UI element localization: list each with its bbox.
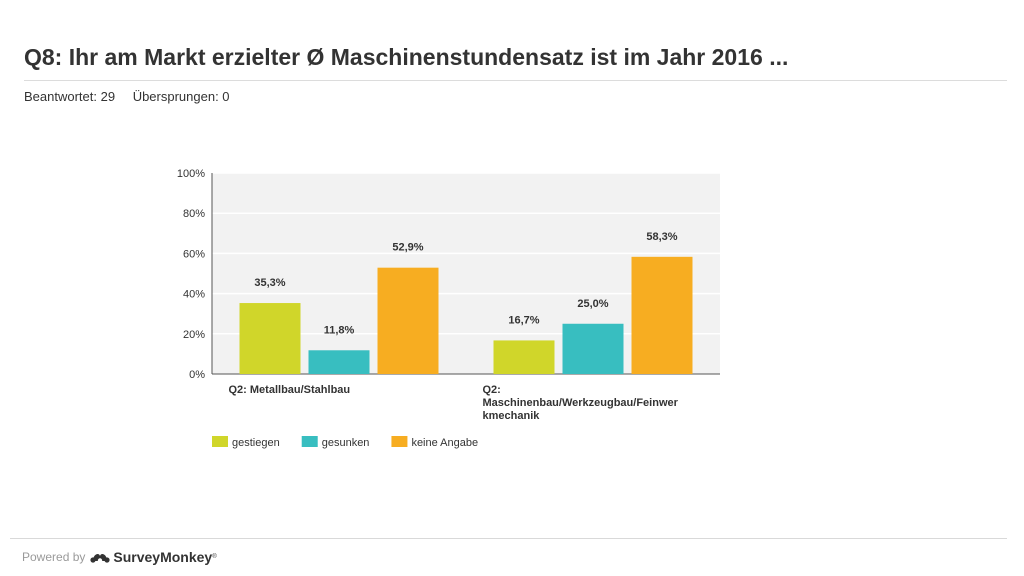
bar: [493, 340, 555, 374]
y-tick-label: 80%: [183, 208, 205, 220]
x-category-label: kmechanik: [483, 410, 541, 422]
bar-value-label: 11,8%: [324, 324, 355, 336]
page-title: Q8: Ihr am Markt erzielter Ø Maschinenst…: [24, 44, 789, 70]
bar: [377, 267, 439, 374]
bar: [562, 323, 624, 374]
y-tick-label: 100%: [177, 168, 205, 180]
powered-by-text: Powered by: [22, 550, 86, 564]
y-tick-label: 40%: [183, 289, 205, 301]
y-tick-label: 60%: [183, 248, 205, 260]
y-tick-label: 20%: [183, 329, 205, 341]
bar: [631, 256, 693, 374]
bar-value-label: 52,9%: [392, 242, 423, 254]
legend-label: keine Angabe: [411, 437, 478, 449]
footer-divider: [10, 538, 1007, 539]
brand-name: SurveyMonkey: [113, 549, 213, 565]
bar-value-label: 25,0%: [577, 298, 608, 310]
x-category-label: Q2: Metallbau/Stahlbau: [229, 384, 351, 396]
legend-label: gestiegen: [232, 437, 280, 449]
bar-value-label: 16,7%: [508, 314, 539, 326]
x-category-label: Q2:: [483, 384, 501, 396]
legend-label: gesunken: [322, 437, 370, 449]
bar-value-label: 58,3%: [646, 231, 677, 243]
brand-trademark: ®: [212, 554, 217, 560]
bar: [308, 350, 370, 374]
legend-swatch: [391, 436, 408, 447]
bar: [239, 303, 301, 374]
x-category-label: Maschinenbau/Werkzeugbau/Feinwer: [483, 397, 679, 409]
footer: Powered by SurveyMonkey ®: [22, 549, 217, 565]
y-tick-label: 0%: [189, 369, 205, 381]
surveymonkey-logo-icon: [90, 553, 110, 563]
legend-swatch: [301, 436, 318, 447]
answered-count: Beantwortet: 29: [24, 89, 116, 104]
title-divider: [24, 80, 1007, 81]
skipped-count: Übersprungen: 0: [132, 89, 230, 104]
response-stats: Beantwortet: 29 Übersprungen: 0: [24, 89, 230, 104]
bar-value-label: 35,3%: [254, 277, 285, 289]
legend-swatch: [212, 436, 228, 447]
